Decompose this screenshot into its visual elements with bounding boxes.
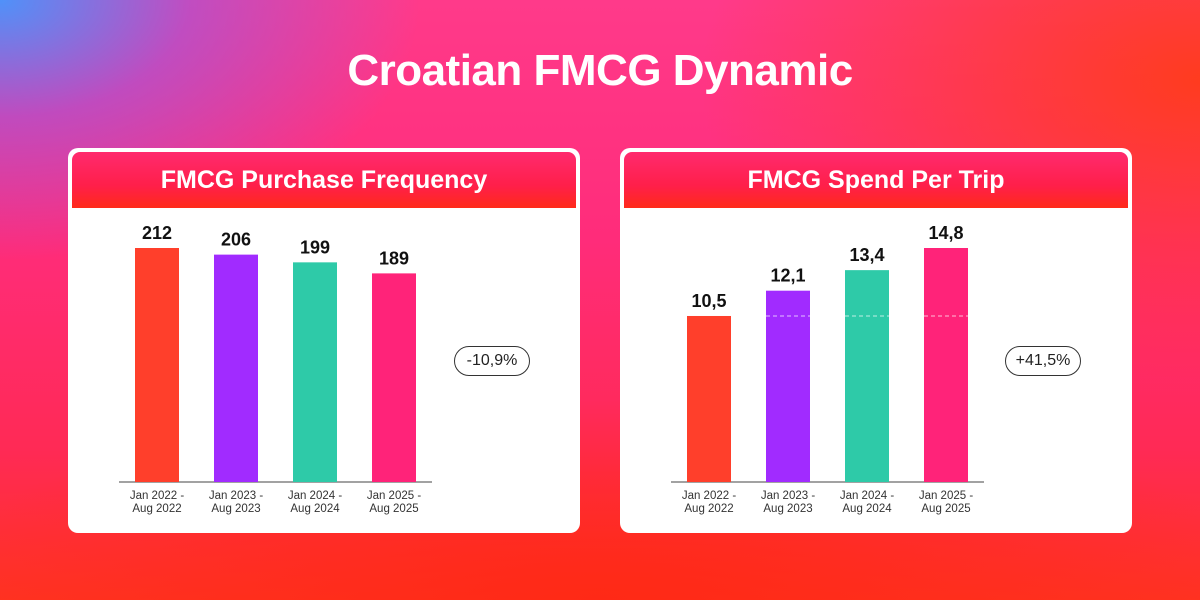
x-tick-label: Jan 2022 - [682,490,737,502]
page-title: Croatian FMCG Dynamic [347,46,853,95]
x-tick-label: Aug 2022 [132,503,181,515]
x-tick-label: Jan 2023 - [209,490,264,502]
bar [924,248,968,482]
bar [293,262,337,482]
bar [372,273,416,482]
data-label: 10,5 [691,291,726,311]
x-tick-label: Aug 2023 [211,503,260,515]
x-tick-label: Aug 2024 [290,503,340,515]
x-tick-label: Jan 2024 - [288,490,343,502]
data-label: 206 [221,230,251,250]
x-tick-label: Jan 2025 - [919,490,974,502]
x-tick-label: Jan 2023 - [761,490,816,502]
data-label: 212 [142,223,172,243]
x-tick-label: Jan 2024 - [840,490,895,502]
x-tick-label: Aug 2023 [763,503,812,515]
data-label: 12,1 [770,266,805,286]
data-label: 199 [300,237,330,257]
x-tick-label: Jan 2025 - [367,490,422,502]
chart-title: FMCG Spend Per Trip [624,152,1128,208]
bar [845,270,889,482]
x-tick-label: Aug 2022 [684,503,733,515]
bar [687,315,731,482]
x-tick-label: Aug 2025 [921,503,970,515]
bar [135,248,179,482]
data-label: 14,8 [928,223,963,243]
change-badge: -10,9% [454,346,530,376]
chart-title: FMCG Purchase Frequency [72,152,576,208]
x-tick-label: Aug 2025 [369,503,418,515]
bar [766,290,810,482]
spend-per-trip-card: FMCG Spend Per Trip 10,5 Jan 2022 - Aug 20… [620,148,1132,533]
change-badge: +41,5% [1005,346,1081,376]
purchase-frequency-card: FMCG Purchase Frequency 212 Jan 2022 - Aug… [68,148,580,533]
x-tick-label: Jan 2022 - [130,490,185,502]
data-label: 13,4 [849,245,884,265]
bar [214,254,258,482]
x-tick-label: Aug 2024 [842,503,892,515]
data-label: 189 [379,248,409,268]
